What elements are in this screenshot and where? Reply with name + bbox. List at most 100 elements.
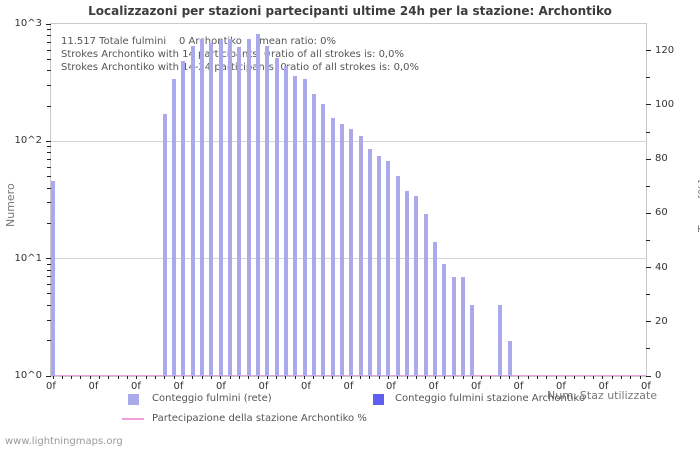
x-tick bbox=[611, 376, 613, 379]
y-minor-tick-left bbox=[47, 159, 51, 160]
bar bbox=[256, 34, 260, 376]
x-tick bbox=[238, 376, 240, 379]
y-tick-right bbox=[646, 267, 651, 269]
bar bbox=[442, 264, 447, 376]
x-tick bbox=[322, 376, 324, 379]
x-tick bbox=[248, 376, 250, 379]
x-tick bbox=[285, 376, 287, 379]
y-minor-tick-left bbox=[47, 293, 51, 295]
y-minor-tick-left bbox=[47, 276, 51, 278]
x-tick bbox=[332, 376, 334, 379]
x-tick bbox=[220, 376, 222, 379]
bar bbox=[283, 65, 288, 376]
x-tick bbox=[341, 376, 343, 379]
y-minor-tick-left bbox=[47, 284, 51, 286]
x-tick bbox=[620, 376, 622, 379]
bar bbox=[293, 75, 298, 376]
y-axis-title-left: Numero bbox=[4, 183, 17, 227]
x-tick bbox=[192, 376, 194, 379]
bar bbox=[246, 39, 251, 376]
x-tick bbox=[89, 376, 91, 379]
y-minor-tick-right bbox=[646, 348, 650, 350]
x-tick bbox=[434, 376, 436, 379]
y-tick-label-right: 120 bbox=[655, 44, 675, 56]
bar bbox=[311, 93, 316, 376]
legend-swatch-station-bars bbox=[373, 394, 384, 405]
x-tick bbox=[360, 376, 362, 379]
legend-label-participation-line: Partecipazione della stazione Archontiko… bbox=[152, 413, 367, 424]
x-tick bbox=[145, 376, 147, 379]
x-tick bbox=[229, 376, 231, 379]
x-tick bbox=[527, 376, 529, 379]
y-minor-tick-left bbox=[47, 304, 51, 306]
bar bbox=[200, 39, 205, 376]
bar bbox=[377, 155, 382, 376]
x-tick bbox=[164, 376, 166, 379]
y-tick-left bbox=[46, 23, 51, 25]
y-tick-right bbox=[646, 158, 651, 160]
x-tick-label: 0f bbox=[46, 381, 56, 392]
plot-area: 11.517 Totale fulmini 0 Archontiko mean … bbox=[15, 18, 675, 392]
x-tick bbox=[155, 376, 156, 379]
bar bbox=[386, 160, 391, 376]
x-tick-label: 0f bbox=[173, 381, 184, 392]
y-minor-tick-right bbox=[646, 294, 650, 296]
x-tick bbox=[406, 376, 408, 379]
log-gridline bbox=[51, 140, 646, 142]
x-tick bbox=[313, 376, 315, 379]
x-tick bbox=[173, 376, 175, 379]
x-tick bbox=[108, 376, 110, 379]
x-tick bbox=[369, 376, 371, 379]
y-minor-tick-left bbox=[47, 269, 51, 271]
y-tick-right bbox=[646, 375, 651, 377]
x-tick bbox=[630, 376, 632, 379]
x-tick-label: 0f bbox=[641, 381, 651, 392]
x-tick bbox=[425, 376, 427, 379]
y-tick-label-right: 20 bbox=[655, 315, 668, 327]
y-tick-left bbox=[46, 375, 51, 377]
x-tick bbox=[378, 376, 380, 379]
y-minor-tick-left bbox=[47, 34, 51, 36]
bar bbox=[367, 149, 372, 376]
stat-14-participants: Strokes Archontiko with 14 participants:… bbox=[61, 49, 271, 60]
x-tick bbox=[555, 376, 557, 379]
y-tick-label-right: 80 bbox=[655, 153, 668, 165]
y-minor-tick-left bbox=[47, 105, 51, 107]
x-tick bbox=[443, 376, 445, 379]
bar bbox=[190, 45, 195, 376]
y-tick-label-left: 10^3 bbox=[14, 18, 42, 29]
y-minor-tick-right bbox=[646, 131, 650, 133]
x-tick bbox=[257, 376, 259, 379]
bar bbox=[349, 128, 354, 376]
x-tick-label: 0f bbox=[216, 381, 226, 392]
x-tick-label: 0f bbox=[471, 381, 481, 392]
x-tick bbox=[592, 376, 594, 379]
y-tick-label-right: 60 bbox=[655, 207, 668, 219]
bar bbox=[218, 40, 223, 376]
y-minor-tick-left bbox=[47, 340, 51, 342]
legend-swatch-network-bars bbox=[128, 394, 139, 405]
y-tick-right bbox=[646, 212, 651, 214]
x-tick-label: 0f bbox=[513, 381, 524, 392]
bar bbox=[330, 118, 335, 376]
x-tick bbox=[210, 376, 212, 379]
x-tick bbox=[266, 376, 268, 379]
x-tick bbox=[276, 376, 278, 379]
stat-total-strokes: 11.517 Totale fulmini bbox=[61, 36, 167, 47]
watermark-link[interactable]: www.lightningmaps.org bbox=[5, 436, 123, 447]
y-axis-title-right: Tasso [%] bbox=[696, 179, 700, 232]
bar bbox=[423, 214, 428, 376]
bar bbox=[433, 241, 438, 376]
bar bbox=[358, 136, 363, 376]
y-minor-tick-left bbox=[47, 202, 51, 204]
bar bbox=[209, 42, 214, 376]
stat-14-24-ratio: ratio of all strokes is: 0,0% bbox=[286, 62, 419, 73]
x-tick bbox=[490, 376, 492, 379]
bar bbox=[237, 46, 242, 376]
x-tick bbox=[52, 376, 54, 379]
y-minor-tick-left bbox=[47, 58, 51, 60]
stat-14-24-participants: Strokes Archontiko with 14-24 participan… bbox=[61, 62, 287, 73]
bar bbox=[395, 175, 400, 376]
bar bbox=[461, 276, 466, 376]
